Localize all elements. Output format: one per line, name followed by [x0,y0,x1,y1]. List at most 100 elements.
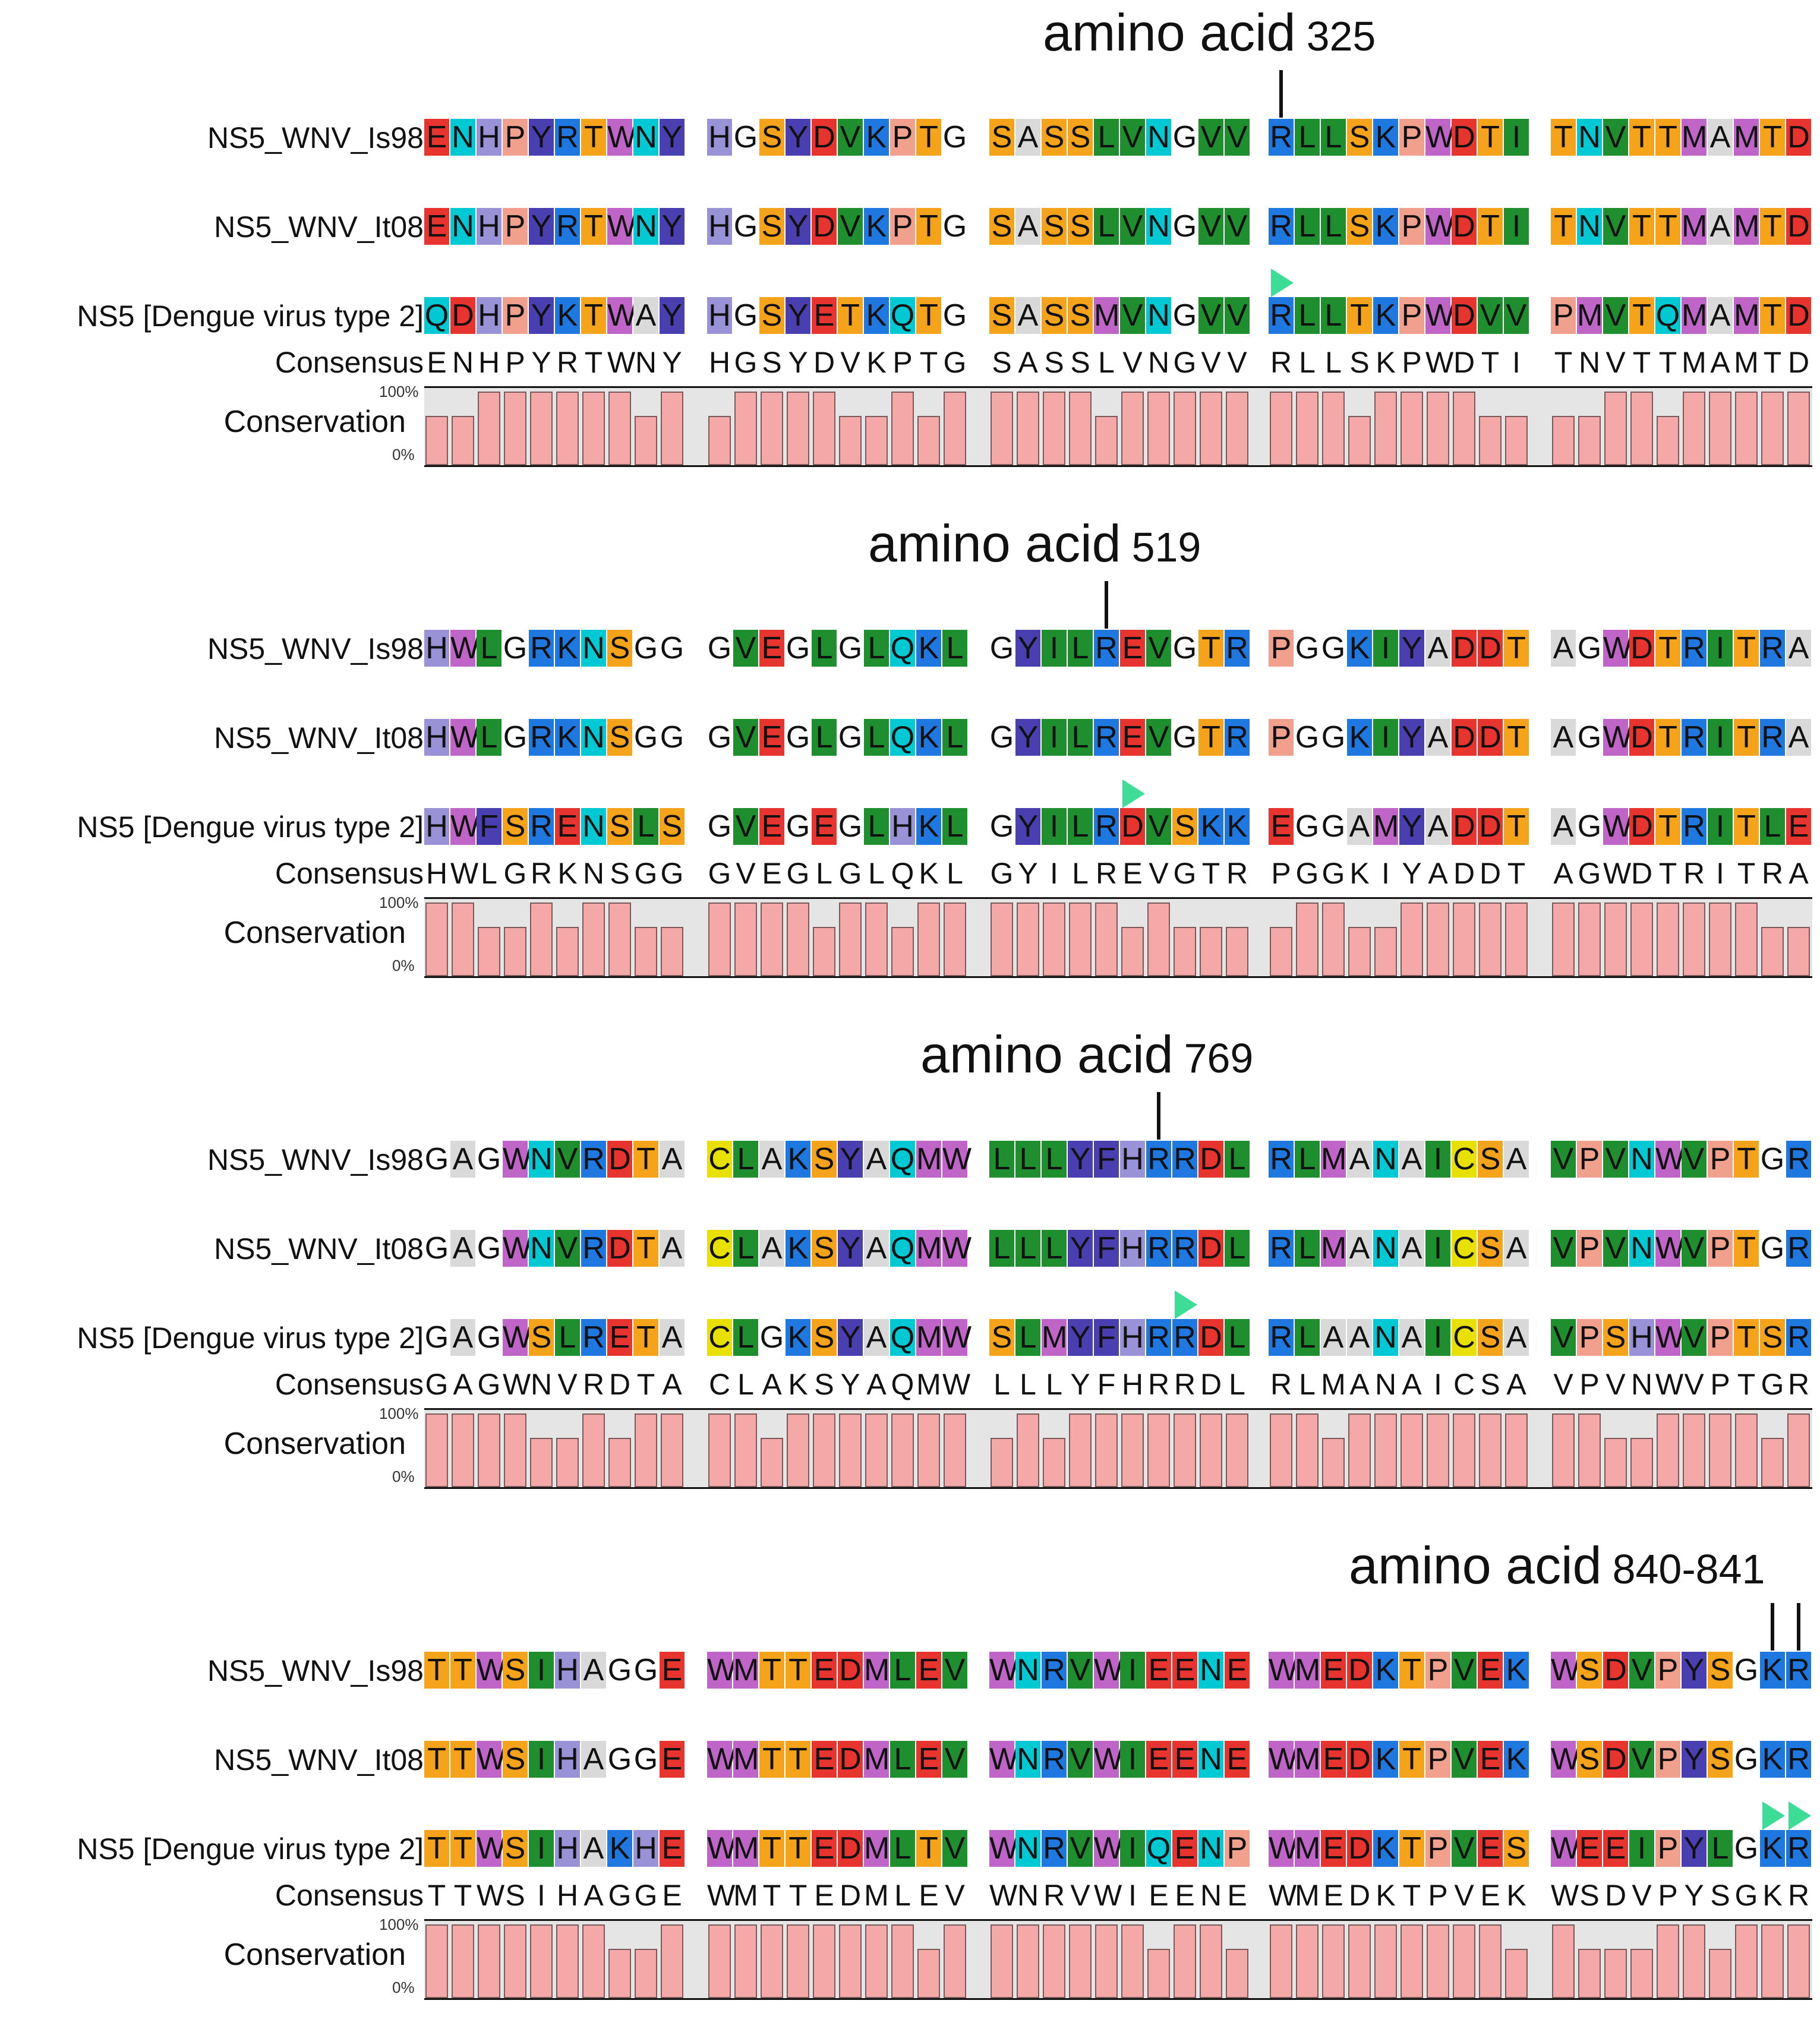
residue: K [786,1230,810,1267]
consensus-residue: R [1226,857,1248,890]
residue: V [1629,1652,1654,1689]
consensus-residue: Y [531,346,551,379]
residue: Y [1068,1141,1093,1178]
consensus-residue: G [477,1368,501,1401]
conservation-bar [1147,1949,1170,1998]
residue: H [1120,1319,1145,1356]
residue: A [1708,297,1733,334]
residue: M [1682,119,1708,156]
residue: T [838,297,863,334]
residue: V [1452,1741,1477,1778]
consensus-residue: N [635,346,657,379]
residue: I [1425,1230,1450,1267]
residue: V [555,1230,580,1267]
residue: G [1577,719,1602,756]
consensus-residue: R [1043,1879,1065,1912]
residue: G [607,1652,632,1689]
consensus-residue: G [1173,857,1197,890]
conservation-bar [1296,1924,1319,1998]
residue: W [942,1319,972,1356]
conservation-bar [478,392,500,465]
residue: Q [890,630,915,667]
residue: T [759,1652,784,1689]
consensus-residue: L [993,1368,1010,1401]
residue: V [1068,1741,1093,1778]
residue: N [1015,1741,1040,1778]
consensus-residue: P [1710,1368,1730,1401]
conservation-bar [452,1413,474,1487]
consensus-residue: R [1095,857,1118,890]
conservation-bar [1043,903,1065,976]
residue: L [555,1319,580,1356]
consensus-residue: R [556,346,579,379]
difference-arrow-icon [1122,780,1145,808]
residue: T [1734,1230,1759,1267]
residue: G [1172,630,1197,667]
residue: G [1760,1230,1785,1267]
residue: T [450,1830,475,1867]
residue: I [1504,119,1529,156]
conservation-bar [1348,927,1371,976]
residue: T [1399,1652,1424,1689]
consensus-residue: R [1761,857,1784,890]
residue: E [1269,808,1294,845]
conservation-bar [1121,927,1144,976]
difference-arrow-icon [1789,1801,1811,1830]
consensus-residue: A [1506,1368,1526,1401]
residue: V [1603,208,1628,245]
residue: S [607,719,632,756]
residue: A [1504,1319,1529,1356]
residue: M [916,1141,942,1178]
residue: G [1295,630,1320,667]
residue: G [424,1141,449,1178]
consensus-residue: S [1044,346,1064,379]
conservation-bar [1043,1924,1065,1998]
conservation-bar [708,903,731,976]
residue: T [1760,208,1785,245]
consensus-residue: P [1402,346,1422,379]
consensus-residue: H [556,1879,579,1912]
consensus-residue: G [1578,857,1601,890]
conservation-bar [1709,1413,1731,1487]
residue: Y [838,1230,863,1267]
residue: A [1347,808,1372,845]
residue: V [1225,297,1250,334]
conservation-bar [1735,1413,1758,1487]
consensus-residue: V [557,1368,578,1401]
residue: S [1603,1319,1628,1356]
conservation-bar [1322,1438,1345,1487]
residue: E [812,297,837,334]
consensus-residue: T [453,1879,472,1912]
residue: W [942,1230,972,1267]
residue: T [1478,208,1503,245]
consensus-residue: G [708,857,731,890]
residue: D [607,1141,632,1178]
conservation-bar [582,392,605,465]
residue: W [707,1830,737,1867]
consensus-residue: L [1325,346,1342,379]
conservation-bar [1296,1413,1319,1487]
residue: K [1373,119,1398,156]
residue: T [1655,630,1680,667]
consensus-residue: K [788,1368,808,1401]
residue: S [1068,119,1093,156]
residue: W [1094,1830,1124,1867]
alignment-block: amino acid 325 NS5_WNV_Is98 E N H P Y R T W N Y H G S Y D… [0,0,1820,499]
consensus-residue: T [636,1368,655,1401]
conservation-bar [1735,392,1758,465]
residue: L [1042,1141,1067,1178]
consensus-label: Consensus [275,346,424,379]
residue: E [1478,1830,1503,1867]
residue: R [1786,1830,1811,1867]
residue: N [1629,1141,1654,1178]
conservation-bar [1174,1924,1196,1998]
residue: W [450,719,480,756]
consensus-residue: K [1762,1879,1783,1912]
residue: G [838,808,863,845]
consensus-residue: W [607,346,636,379]
consensus-residue: K [919,857,939,890]
residue: P [1708,1141,1733,1178]
residue: V [1146,630,1171,667]
residue: T [633,1141,658,1178]
consensus-residue: A [1428,857,1448,890]
